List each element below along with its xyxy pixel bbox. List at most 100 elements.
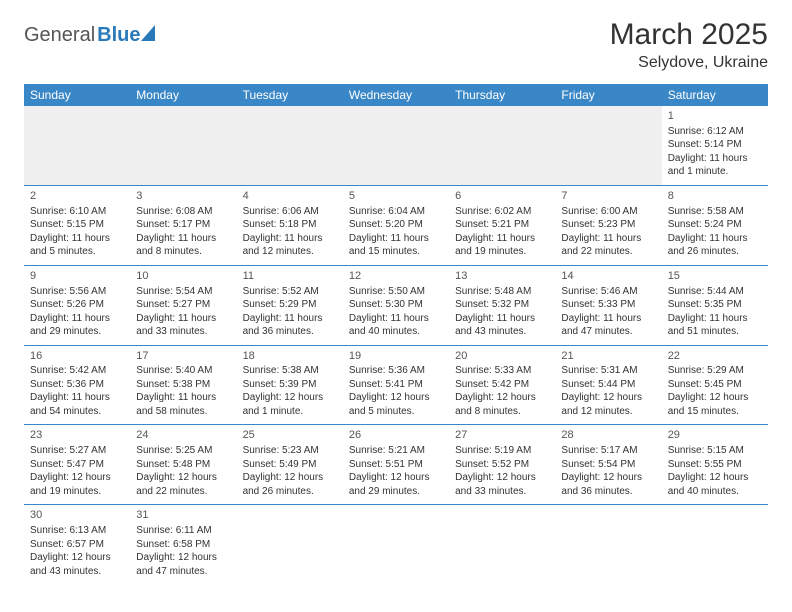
sunset: Sunset: 5:30 PM [349, 298, 443, 312]
calendar-cell: 1Sunrise: 6:12 AMSunset: 5:14 PMDaylight… [662, 106, 768, 185]
daylight: Daylight: 11 hours and 8 minutes. [136, 232, 230, 259]
day-number: 1 [668, 109, 762, 124]
sunset: Sunset: 6:57 PM [30, 538, 124, 552]
calendar-row: 1Sunrise: 6:12 AMSunset: 5:14 PMDaylight… [24, 106, 768, 185]
daylight: Daylight: 11 hours and 1 minute. [668, 152, 762, 179]
daylight: Daylight: 11 hours and 26 minutes. [668, 232, 762, 259]
calendar-cell-empty [449, 505, 555, 584]
sunset: Sunset: 5:41 PM [349, 378, 443, 392]
day-header: Wednesday [343, 84, 449, 106]
calendar-row: 30Sunrise: 6:13 AMSunset: 6:57 PMDayligh… [24, 505, 768, 584]
day-number: 8 [668, 189, 762, 204]
sunset: Sunset: 5:55 PM [668, 458, 762, 472]
day-number: 20 [455, 349, 549, 364]
daylight: Daylight: 11 hours and 19 minutes. [455, 232, 549, 259]
logo-text-blue: Blue [97, 24, 140, 47]
sunset: Sunset: 5:17 PM [136, 218, 230, 232]
day-number: 17 [136, 349, 230, 364]
calendar-cell-empty [237, 505, 343, 584]
day-number: 13 [455, 269, 549, 284]
calendar-cell: 29Sunrise: 5:15 AMSunset: 5:55 PMDayligh… [662, 425, 768, 505]
calendar-cell: 27Sunrise: 5:19 AMSunset: 5:52 PMDayligh… [449, 425, 555, 505]
day-number: 6 [455, 189, 549, 204]
calendar-cell: 8Sunrise: 5:58 AMSunset: 5:24 PMDaylight… [662, 185, 768, 265]
calendar-cell: 2Sunrise: 6:10 AMSunset: 5:15 PMDaylight… [24, 185, 130, 265]
page-header: General Blue March 2025 Selydove, Ukrain… [24, 18, 768, 72]
calendar-cell: 23Sunrise: 5:27 AMSunset: 5:47 PMDayligh… [24, 425, 130, 505]
sunrise: Sunrise: 6:12 AM [668, 125, 762, 139]
calendar-cell: 15Sunrise: 5:44 AMSunset: 5:35 PMDayligh… [662, 265, 768, 345]
day-header: Thursday [449, 84, 555, 106]
sunset: Sunset: 5:29 PM [243, 298, 337, 312]
calendar-cell-empty [449, 106, 555, 185]
sunrise: Sunrise: 6:04 AM [349, 205, 443, 219]
day-header: Friday [555, 84, 661, 106]
sunrise: Sunrise: 5:54 AM [136, 285, 230, 299]
daylight: Daylight: 12 hours and 36 minutes. [561, 471, 655, 498]
calendar-cell: 20Sunrise: 5:33 AMSunset: 5:42 PMDayligh… [449, 345, 555, 425]
sunset: Sunset: 6:58 PM [136, 538, 230, 552]
day-header: Monday [130, 84, 236, 106]
day-number: 5 [349, 189, 443, 204]
daylight: Daylight: 11 hours and 12 minutes. [243, 232, 337, 259]
day-number: 22 [668, 349, 762, 364]
sunrise: Sunrise: 5:15 AM [668, 444, 762, 458]
calendar-cell: 28Sunrise: 5:17 AMSunset: 5:54 PMDayligh… [555, 425, 661, 505]
day-number: 10 [136, 269, 230, 284]
daylight: Daylight: 12 hours and 12 minutes. [561, 391, 655, 418]
daylight: Daylight: 11 hours and 22 minutes. [561, 232, 655, 259]
sunset: Sunset: 5:35 PM [668, 298, 762, 312]
daylight: Daylight: 12 hours and 26 minutes. [243, 471, 337, 498]
daylight: Daylight: 12 hours and 40 minutes. [668, 471, 762, 498]
day-number: 30 [30, 508, 124, 523]
calendar-cell-empty [24, 106, 130, 185]
sunrise: Sunrise: 5:21 AM [349, 444, 443, 458]
sunrise: Sunrise: 6:11 AM [136, 524, 230, 538]
calendar-row: 9Sunrise: 5:56 AMSunset: 5:26 PMDaylight… [24, 265, 768, 345]
sunset: Sunset: 5:20 PM [349, 218, 443, 232]
daylight: Daylight: 12 hours and 15 minutes. [668, 391, 762, 418]
sunrise: Sunrise: 5:48 AM [455, 285, 549, 299]
day-number: 19 [349, 349, 443, 364]
sunrise: Sunrise: 5:27 AM [30, 444, 124, 458]
sunset: Sunset: 5:18 PM [243, 218, 337, 232]
sunrise: Sunrise: 5:38 AM [243, 364, 337, 378]
sail-icon [141, 25, 155, 41]
day-number: 27 [455, 428, 549, 443]
calendar-cell: 25Sunrise: 5:23 AMSunset: 5:49 PMDayligh… [237, 425, 343, 505]
daylight: Daylight: 11 hours and 36 minutes. [243, 312, 337, 339]
day-number: 7 [561, 189, 655, 204]
daylight: Daylight: 12 hours and 5 minutes. [349, 391, 443, 418]
calendar-cell: 31Sunrise: 6:11 AMSunset: 6:58 PMDayligh… [130, 505, 236, 584]
calendar-cell: 24Sunrise: 5:25 AMSunset: 5:48 PMDayligh… [130, 425, 236, 505]
day-header: Sunday [24, 84, 130, 106]
calendar-cell-empty [343, 106, 449, 185]
daylight: Daylight: 11 hours and 43 minutes. [455, 312, 549, 339]
sunrise: Sunrise: 5:25 AM [136, 444, 230, 458]
sunset: Sunset: 5:14 PM [668, 138, 762, 152]
sunset: Sunset: 5:52 PM [455, 458, 549, 472]
day-number: 25 [243, 428, 337, 443]
sunset: Sunset: 5:33 PM [561, 298, 655, 312]
calendar-cell: 9Sunrise: 5:56 AMSunset: 5:26 PMDaylight… [24, 265, 130, 345]
daylight: Daylight: 12 hours and 29 minutes. [349, 471, 443, 498]
day-number: 24 [136, 428, 230, 443]
daylight: Daylight: 12 hours and 19 minutes. [30, 471, 124, 498]
sunset: Sunset: 5:27 PM [136, 298, 230, 312]
calendar-cell: 26Sunrise: 5:21 AMSunset: 5:51 PMDayligh… [343, 425, 449, 505]
sunrise: Sunrise: 6:06 AM [243, 205, 337, 219]
daylight: Daylight: 12 hours and 47 minutes. [136, 551, 230, 578]
daylight: Daylight: 11 hours and 54 minutes. [30, 391, 124, 418]
sunrise: Sunrise: 5:52 AM [243, 285, 337, 299]
location: Selydove, Ukraine [610, 54, 768, 72]
calendar-cell: 4Sunrise: 6:06 AMSunset: 5:18 PMDaylight… [237, 185, 343, 265]
title-block: March 2025 Selydove, Ukraine [610, 18, 768, 72]
daylight: Daylight: 11 hours and 5 minutes. [30, 232, 124, 259]
logo: General Blue [24, 18, 155, 47]
sunrise: Sunrise: 5:50 AM [349, 285, 443, 299]
sunrise: Sunrise: 5:23 AM [243, 444, 337, 458]
daylight: Daylight: 11 hours and 29 minutes. [30, 312, 124, 339]
daylight: Daylight: 11 hours and 51 minutes. [668, 312, 762, 339]
sunset: Sunset: 5:15 PM [30, 218, 124, 232]
sunrise: Sunrise: 5:17 AM [561, 444, 655, 458]
